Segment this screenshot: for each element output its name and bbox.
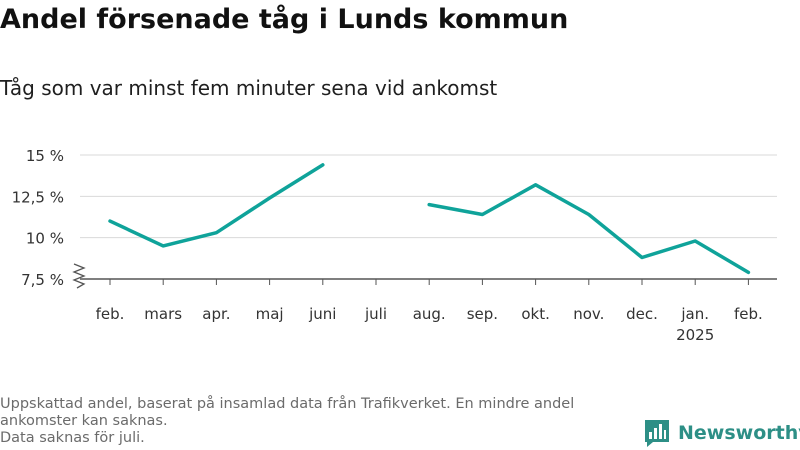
y-tick-label: 10 %	[26, 230, 64, 248]
series-line-segment	[108, 163, 325, 248]
x-tick-label: aug.	[413, 305, 446, 323]
brand-logo: Newsworthy	[644, 419, 800, 447]
x-tick-label: maj	[256, 305, 284, 323]
x-tick-label: feb.	[96, 305, 125, 323]
y-tick-label: 12,5 %	[12, 188, 64, 206]
x-tick-label: feb.	[734, 305, 763, 323]
x-tick-year-label: 2025	[676, 326, 714, 344]
x-tick-label: sep.	[467, 305, 498, 323]
series-trains-delayed	[108, 163, 751, 275]
chart-footnote: Uppskattad andel, baserat på insamlad da…	[0, 396, 630, 447]
x-tick-labels: feb. mars apr. maj juni juli aug. sep. okt. nov. d…	[96, 279, 763, 344]
y-tick-label: 15 %	[26, 147, 64, 165]
x-tick-label: okt.	[521, 305, 550, 323]
y-tick-labels: 7,5 % 10 % 12,5 % 15 %	[12, 147, 64, 289]
x-tick-label: jan.	[680, 305, 709, 323]
chart-title: Andel försenade tåg i Lunds kommun	[0, 4, 569, 35]
footnote-missing-data: Data saknas för juli.	[0, 430, 145, 446]
x-tick-label: apr.	[202, 305, 230, 323]
brand-name: Newsworthy	[678, 422, 800, 444]
x-tick-label: juli	[364, 305, 387, 323]
line-chart: 7,5 % 10 % 12,5 % 15 % feb. mars apr. maj juni j…	[12, 147, 777, 344]
footnote-source: Uppskattad andel, baserat på insamlad da…	[0, 396, 575, 429]
y-tick-label: 7,5 %	[21, 271, 64, 289]
newsworthy-logo-icon	[645, 420, 669, 447]
axis-break-marker	[72, 263, 86, 289]
x-tick-label: juni	[308, 305, 336, 323]
axis-break-zigzag	[72, 263, 86, 289]
series-line-segment	[427, 183, 751, 275]
grid-lines	[80, 154, 777, 280]
x-tick-label: dec.	[626, 305, 658, 323]
x-tick-label: mars	[144, 305, 182, 323]
chart-subtitle: Tåg som var minst fem minuter sena vid a…	[0, 76, 498, 100]
x-tick-label: nov.	[573, 305, 604, 323]
